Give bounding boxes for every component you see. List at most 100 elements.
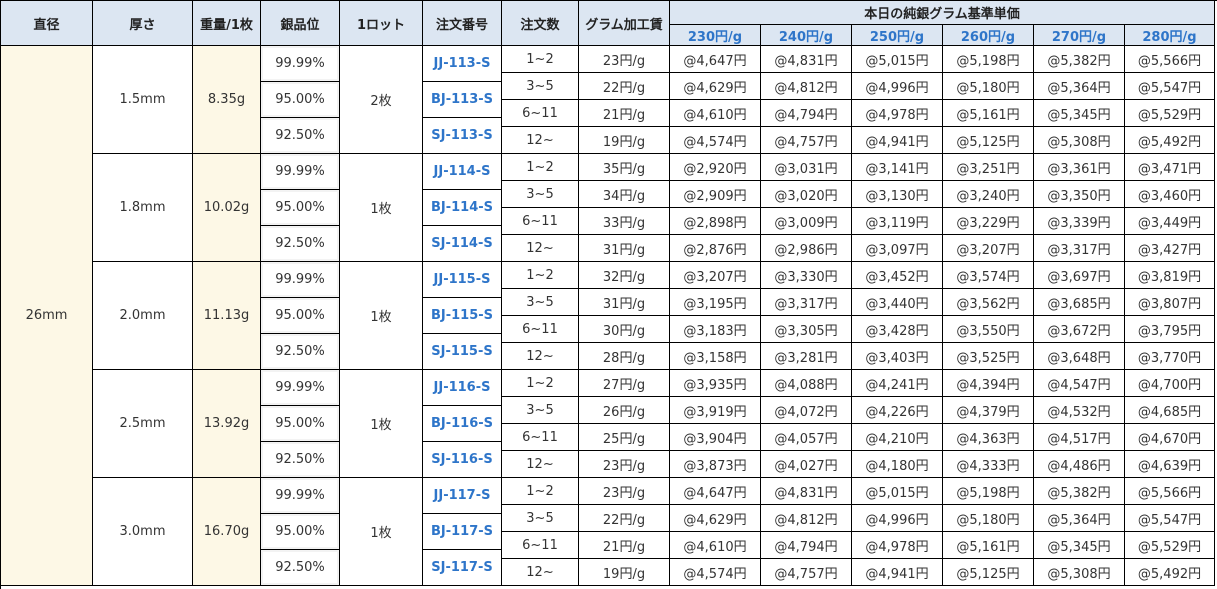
- fee-cell: 19円/g: [579, 559, 670, 586]
- price-cell: @3,020円: [761, 181, 852, 208]
- price-cell: @4,831円: [761, 478, 852, 505]
- order-code[interactable]: JJ-113-S: [423, 46, 502, 82]
- lot-cell: 1枚: [340, 262, 423, 370]
- price-cell: @5,198円: [943, 46, 1034, 73]
- order-code[interactable]: BJ-115-S: [423, 298, 502, 334]
- order-code[interactable]: SJ-117-S: [423, 550, 502, 586]
- price-cell: @5,382円: [1034, 46, 1125, 73]
- order-code[interactable]: JJ-115-S: [423, 262, 502, 298]
- price-cell: @5,015円: [852, 46, 943, 73]
- price-cell: @4,574円: [670, 559, 761, 586]
- order-code[interactable]: SJ-114-S: [423, 226, 502, 262]
- price-cell: @3,240円: [943, 181, 1034, 208]
- price-cell: @5,308円: [1034, 559, 1125, 586]
- price-cell: @3,460円: [1125, 181, 1215, 208]
- price-cell: @5,125円: [943, 559, 1034, 586]
- column-header: グラム加工賃: [579, 1, 670, 46]
- price-cell: @4,647円: [670, 46, 761, 73]
- order-code[interactable]: BJ-116-S: [423, 406, 502, 442]
- purity-cell: 95.00%: [261, 82, 340, 118]
- weight-cell: 10.02g: [193, 154, 261, 262]
- price-cell: @4,757円: [761, 127, 852, 154]
- quantity-cell: 12~: [502, 127, 579, 154]
- price-cell: @4,812円: [761, 73, 852, 100]
- weight-cell: 16.70g: [193, 478, 261, 586]
- price-column-header: 270円/g: [1034, 25, 1125, 46]
- price-cell: @4,978円: [852, 532, 943, 559]
- fee-cell: 30円/g: [579, 316, 670, 343]
- price-cell: @4,517円: [1034, 424, 1125, 451]
- order-code[interactable]: JJ-116-S: [423, 370, 502, 406]
- order-code[interactable]: BJ-113-S: [423, 82, 502, 118]
- price-cell: @3,350円: [1034, 181, 1125, 208]
- price-cell: @4,027円: [761, 451, 852, 478]
- purity-cell: 95.00%: [261, 406, 340, 442]
- price-cell: @4,812円: [761, 505, 852, 532]
- price-cell: @3,471円: [1125, 154, 1215, 181]
- column-header: 注文番号: [423, 1, 502, 46]
- price-cell: @4,180円: [852, 451, 943, 478]
- column-header: 重量/1枚: [193, 1, 261, 46]
- quantity-cell: 1~2: [502, 370, 579, 397]
- price-cell: @5,125円: [943, 127, 1034, 154]
- thickness-cell: 1.5mm: [93, 46, 193, 154]
- price-cell: @3,158円: [670, 343, 761, 370]
- price-cell: @4,088円: [761, 370, 852, 397]
- price-cell: @5,364円: [1034, 73, 1125, 100]
- fee-cell: 21円/g: [579, 100, 670, 127]
- price-cell: @4,363円: [943, 424, 1034, 451]
- order-code[interactable]: BJ-117-S: [423, 514, 502, 550]
- column-header: 厚さ: [93, 1, 193, 46]
- price-cell: @5,529円: [1125, 532, 1215, 559]
- price-cell: @5,492円: [1125, 127, 1215, 154]
- price-cell: @4,831円: [761, 46, 852, 73]
- price-cell: @4,757円: [761, 559, 852, 586]
- price-cell: @3,919円: [670, 397, 761, 424]
- price-cell: @4,394円: [943, 370, 1034, 397]
- order-code[interactable]: JJ-114-S: [423, 154, 502, 190]
- price-cell: @5,015円: [852, 478, 943, 505]
- price-column-header: 250円/g: [852, 25, 943, 46]
- price-cell: @4,685円: [1125, 397, 1215, 424]
- purity-cell: 92.50%: [261, 550, 340, 586]
- quantity-cell: 1~2: [502, 154, 579, 181]
- price-cell: @5,566円: [1125, 46, 1215, 73]
- column-header: 1ロット: [340, 1, 423, 46]
- fee-cell: 22円/g: [579, 505, 670, 532]
- price-cell: @4,794円: [761, 100, 852, 127]
- quantity-cell: 3~5: [502, 73, 579, 100]
- price-cell: @4,700円: [1125, 370, 1215, 397]
- order-code[interactable]: BJ-114-S: [423, 190, 502, 226]
- quantity-cell: 12~: [502, 559, 579, 586]
- price-cell: @3,339円: [1034, 208, 1125, 235]
- fee-cell: 21円/g: [579, 532, 670, 559]
- fee-cell: 23円/g: [579, 451, 670, 478]
- fee-cell: 31円/g: [579, 235, 670, 262]
- price-cell: @5,345円: [1034, 532, 1125, 559]
- price-cell: @5,198円: [943, 478, 1034, 505]
- price-cell: @4,547円: [1034, 370, 1125, 397]
- order-code[interactable]: SJ-115-S: [423, 334, 502, 370]
- fee-cell: 23円/g: [579, 478, 670, 505]
- quantity-cell: 12~: [502, 343, 579, 370]
- purity-cell: 92.50%: [261, 442, 340, 478]
- price-cell: @4,072円: [761, 397, 852, 424]
- price-cell: @3,207円: [943, 235, 1034, 262]
- lot-cell: 1枚: [340, 154, 423, 262]
- lot-cell: 1枚: [340, 478, 423, 586]
- order-code[interactable]: SJ-116-S: [423, 442, 502, 478]
- price-cell: @3,207円: [670, 262, 761, 289]
- price-column-header: 280円/g: [1125, 25, 1215, 46]
- order-code[interactable]: JJ-117-S: [423, 478, 502, 514]
- price-cell: @3,183円: [670, 316, 761, 343]
- order-code[interactable]: SJ-113-S: [423, 118, 502, 154]
- price-column-header: 260円/g: [943, 25, 1034, 46]
- price-cell: @2,920円: [670, 154, 761, 181]
- price-cell: @4,610円: [670, 532, 761, 559]
- fee-cell: 23円/g: [579, 46, 670, 73]
- fee-cell: 33円/g: [579, 208, 670, 235]
- diameter-cell: 26mm: [1, 46, 93, 586]
- quantity-cell: 6~11: [502, 424, 579, 451]
- price-cell: @5,161円: [943, 100, 1034, 127]
- price-cell: @4,639円: [1125, 451, 1215, 478]
